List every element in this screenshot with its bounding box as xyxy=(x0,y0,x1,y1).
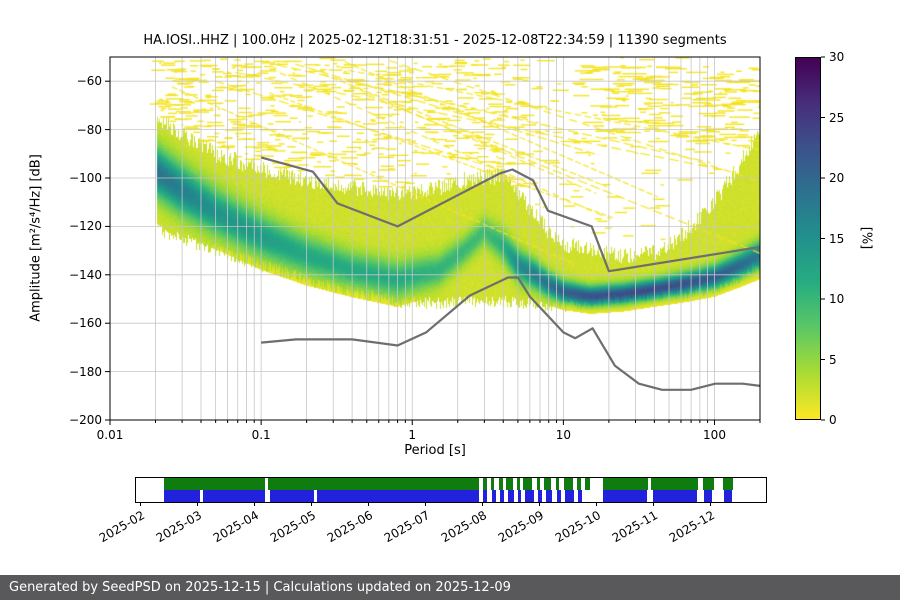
month-label: 2025-09 xyxy=(495,508,547,546)
availability-segment-green xyxy=(603,478,649,490)
month-tick xyxy=(367,502,369,506)
availability-segment-green xyxy=(577,478,581,490)
month-label: 2025-05 xyxy=(267,508,319,546)
availability-segment-green xyxy=(516,478,520,490)
footer-bar: Generated by SeedPSD on 2025-12-15 | Cal… xyxy=(0,575,900,600)
month-label: 2025-06 xyxy=(324,508,375,546)
availability-segment-blue xyxy=(565,490,574,502)
availability-segment-blue xyxy=(317,490,480,502)
y-tick-label: −100 xyxy=(69,171,102,185)
availability-segment-green xyxy=(723,478,734,490)
availability-segment-blue xyxy=(524,490,534,502)
month-label: 2025-11 xyxy=(609,508,660,546)
x-axis-label: Period [s] xyxy=(404,443,466,458)
availability-segment-blue xyxy=(537,490,542,502)
availability-segment-blue xyxy=(483,490,487,502)
availability-segment-green xyxy=(585,478,590,490)
month-tick xyxy=(652,502,654,506)
month-label: 2025-02 xyxy=(96,508,148,546)
availability-segment-blue xyxy=(269,490,315,502)
y-tick-label: −120 xyxy=(69,219,102,234)
availability-segment-blue xyxy=(202,490,266,502)
month-label: 2025-03 xyxy=(153,508,204,546)
month-tick xyxy=(539,502,541,506)
footer-text: Generated by SeedPSD on 2025-12-15 | Cal… xyxy=(9,580,511,595)
month-label: 2025-08 xyxy=(438,508,490,546)
availability-segment-green xyxy=(498,478,503,490)
x-tick-label: 100 xyxy=(703,428,726,442)
y-axis-label: Amplitude [m²/s⁴/Hz] [dB] xyxy=(28,154,44,322)
availability-segment-green xyxy=(490,478,495,490)
y-tick-label: −80 xyxy=(76,122,102,137)
availability-segment-green xyxy=(506,478,513,490)
availability-segment-green xyxy=(563,478,573,490)
availability-segment-blue xyxy=(603,490,647,502)
y-tick-label: −140 xyxy=(69,267,102,282)
availability-segment-blue xyxy=(491,490,496,502)
availability-segment-blue xyxy=(500,490,504,502)
month-tick xyxy=(140,502,142,506)
availability-segment-green xyxy=(483,478,487,490)
month-tick xyxy=(710,502,711,506)
availability-segment-green xyxy=(555,478,560,490)
x-tick-label: 0.1 xyxy=(251,428,271,442)
colorbar-tick-label: 15 xyxy=(829,231,845,246)
availability-segment-green xyxy=(523,478,533,490)
month-tick xyxy=(482,502,483,506)
month-tick xyxy=(424,502,426,506)
availability-segment-blue xyxy=(507,490,514,502)
month-label: 2025-12 xyxy=(666,508,718,546)
availability-segment-blue xyxy=(163,490,200,502)
month-tick xyxy=(595,502,597,506)
y-tick-label: −200 xyxy=(69,413,102,427)
availability-segment-blue xyxy=(724,490,732,502)
availability-bar xyxy=(135,477,767,503)
month-tick xyxy=(254,502,255,506)
availability-segment-green xyxy=(536,478,541,490)
month-tick xyxy=(196,502,198,506)
colorbar-tick-label: 20 xyxy=(829,171,845,185)
availability-segment-blue xyxy=(704,490,712,502)
availability-segment-green xyxy=(544,478,552,490)
availability-segment-blue xyxy=(578,490,583,502)
x-tick-label: 0.01 xyxy=(96,428,124,442)
y-tick-label: −180 xyxy=(69,364,102,379)
colorbar-tick-label: 5 xyxy=(829,352,837,367)
availability-segment-green xyxy=(651,478,698,490)
plot-title: HA.IOSI..HHZ | 100.0Hz | 2025-02-12T18:3… xyxy=(143,33,727,48)
ppsd-density-canvas xyxy=(110,57,760,420)
availability-segment-green xyxy=(163,478,266,490)
availability-segment-blue xyxy=(556,490,561,502)
availability-segment-green xyxy=(703,478,714,490)
y-tick-label: −60 xyxy=(76,74,102,89)
colorbar-tick-label: 30 xyxy=(829,50,845,64)
availability-segment-blue xyxy=(545,490,553,502)
month-label: 2025-04 xyxy=(210,508,262,546)
x-tick-label: 1 xyxy=(408,428,417,442)
colorbar-tick-label: 10 xyxy=(829,292,845,306)
x-tick-label: 10 xyxy=(555,428,572,442)
colorbar-tick-label: 25 xyxy=(829,110,845,125)
colorbar xyxy=(795,57,821,420)
availability-segment-blue xyxy=(517,490,521,502)
month-label: 2025-10 xyxy=(552,508,603,546)
colorbar-tick-label: 0 xyxy=(829,413,837,427)
availability-segment-blue xyxy=(652,490,697,502)
month-tick xyxy=(311,502,313,506)
y-tick-label: −160 xyxy=(69,316,102,331)
availability-segment-green xyxy=(268,478,480,490)
colorbar-label: [%] xyxy=(858,226,874,250)
month-label: 2025-07 xyxy=(381,508,432,546)
